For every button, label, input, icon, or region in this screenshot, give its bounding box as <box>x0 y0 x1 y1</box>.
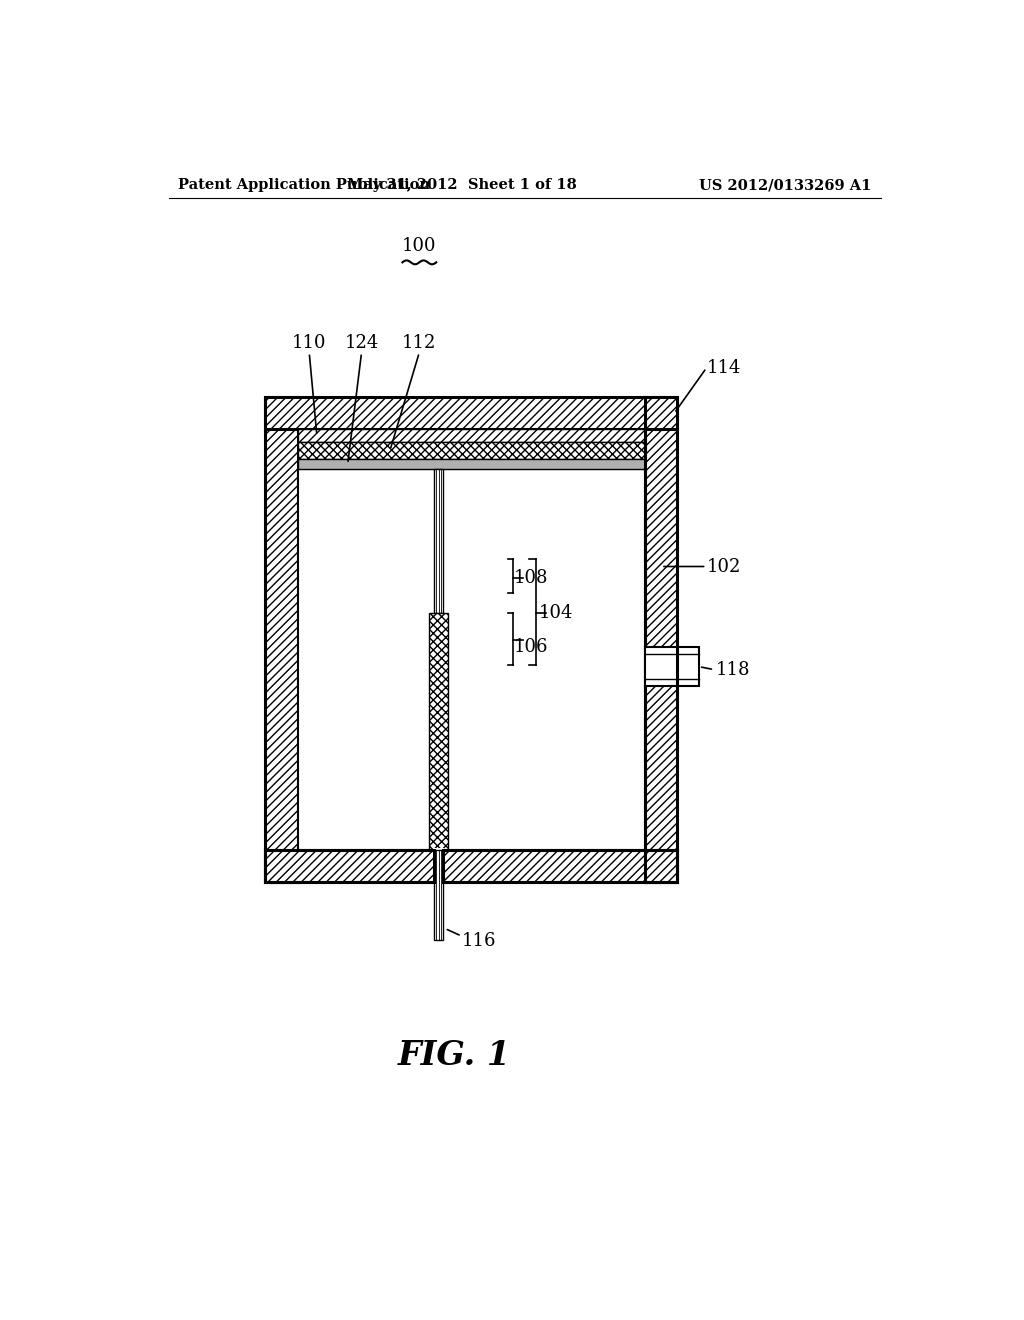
Text: 102: 102 <box>707 557 741 576</box>
Bar <box>434 470 443 612</box>
Bar <box>645 397 677 882</box>
Bar <box>429 612 447 850</box>
Text: 104: 104 <box>539 603 573 622</box>
Bar <box>265 397 677 429</box>
Text: 124: 124 <box>344 334 379 352</box>
Bar <box>433 849 444 882</box>
Bar <box>645 647 698 686</box>
Bar <box>443 850 677 882</box>
Bar <box>298 429 645 442</box>
Bar <box>265 850 677 882</box>
Bar <box>434 850 443 940</box>
Text: FIG. 1: FIG. 1 <box>397 1039 511 1072</box>
Text: 118: 118 <box>716 661 751 678</box>
Text: 108: 108 <box>514 569 549 587</box>
Bar <box>265 397 298 882</box>
Bar <box>265 397 298 882</box>
Bar <box>298 470 645 850</box>
Text: US 2012/0133269 A1: US 2012/0133269 A1 <box>699 178 871 193</box>
Bar <box>265 397 677 429</box>
Text: 106: 106 <box>514 639 549 656</box>
Text: 100: 100 <box>402 236 436 255</box>
Text: May 31, 2012  Sheet 1 of 18: May 31, 2012 Sheet 1 of 18 <box>347 178 577 193</box>
Text: 116: 116 <box>462 932 497 949</box>
Bar <box>298 459 645 470</box>
Text: Patent Application Publication: Patent Application Publication <box>178 178 430 193</box>
Text: 112: 112 <box>402 334 436 352</box>
Bar <box>645 397 677 882</box>
Text: 110: 110 <box>292 334 327 352</box>
Bar <box>265 850 434 882</box>
Bar <box>644 647 678 686</box>
Text: 114: 114 <box>707 359 741 376</box>
Bar <box>265 850 677 882</box>
Bar <box>298 442 645 459</box>
